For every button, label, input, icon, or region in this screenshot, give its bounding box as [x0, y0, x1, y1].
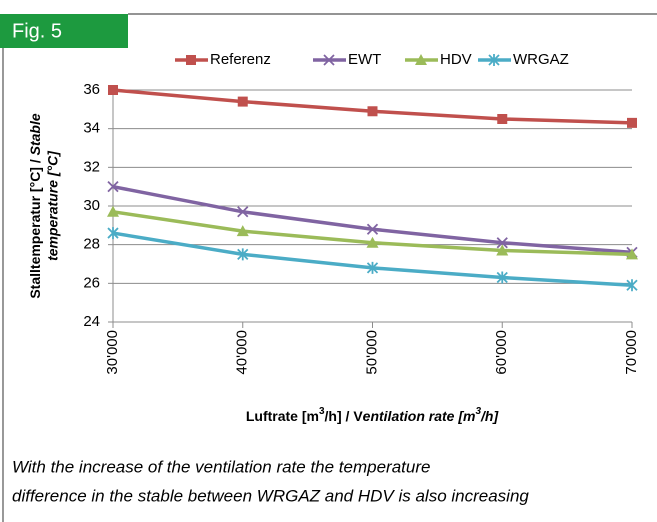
- x-tick-label: 70'000: [623, 330, 640, 375]
- x-tick-label: 30'000: [104, 330, 121, 375]
- y-tick-label: 24: [83, 313, 100, 330]
- marker: [627, 117, 637, 128]
- y-axis-title: Stalltemperatur [°C] / Stable: [27, 113, 43, 299]
- y-tick-label: 28: [83, 236, 100, 253]
- caption-line: difference in the stable between WRGAZ a…: [12, 486, 529, 505]
- marker: [366, 236, 379, 248]
- x-axis-title-part: /h]: [480, 408, 499, 424]
- x-axis-title-part: entilation rate [m: [363, 408, 476, 424]
- x-tick-label: 60'000: [493, 330, 510, 375]
- legend-label: EWT: [348, 51, 381, 68]
- marker: [366, 223, 379, 235]
- figure-tag: Fig. 5: [12, 20, 62, 42]
- marker: [237, 206, 249, 218]
- x-axis-title-part: 3: [319, 406, 325, 417]
- marker: [626, 248, 638, 260]
- legend-label: HDV: [440, 51, 472, 68]
- marker: [107, 227, 119, 240]
- marker: [415, 54, 427, 65]
- x-axis-title-part: /h] / V: [325, 408, 364, 424]
- x-tick-label: 40'000: [234, 330, 251, 375]
- marker: [107, 205, 119, 217]
- x-axis-title-part: Luftrate [m: [246, 408, 319, 424]
- marker: [496, 244, 509, 256]
- marker: [626, 279, 638, 292]
- y-tick-label: 36: [83, 81, 100, 98]
- marker: [497, 114, 508, 124]
- marker: [107, 181, 119, 193]
- x-tick-label: 50'000: [363, 330, 380, 375]
- figure-tab: [0, 14, 128, 48]
- legend-label: Referenz: [210, 51, 271, 68]
- marker: [496, 237, 508, 249]
- marker: [323, 54, 335, 66]
- x-axis-title: Luftrate [m3/h] / Ventilation rate [m3/h…: [246, 406, 500, 424]
- y-axis-title-part: Stalltemperatur [°C] /: [27, 155, 43, 298]
- marker: [237, 248, 249, 261]
- marker: [366, 261, 379, 274]
- y-tick-label: 26: [83, 274, 100, 291]
- marker: [237, 96, 248, 107]
- legend-label: WRGAZ: [513, 51, 569, 68]
- marker: [108, 85, 118, 95]
- y-tick-label: 30: [83, 197, 100, 214]
- y-axis-title-part: Stable: [27, 113, 43, 155]
- marker: [186, 55, 196, 65]
- y-tick-label: 32: [83, 158, 100, 175]
- marker: [236, 225, 249, 237]
- marker: [367, 106, 378, 117]
- caption-line: With the increase of the ventilation rat…: [12, 457, 430, 476]
- marker: [488, 54, 500, 66]
- x-axis-title-part: 3: [475, 406, 481, 417]
- y-tick-label: 34: [83, 120, 100, 137]
- marker: [496, 271, 508, 284]
- y-axis-title-line: temperature [°C]: [45, 150, 61, 261]
